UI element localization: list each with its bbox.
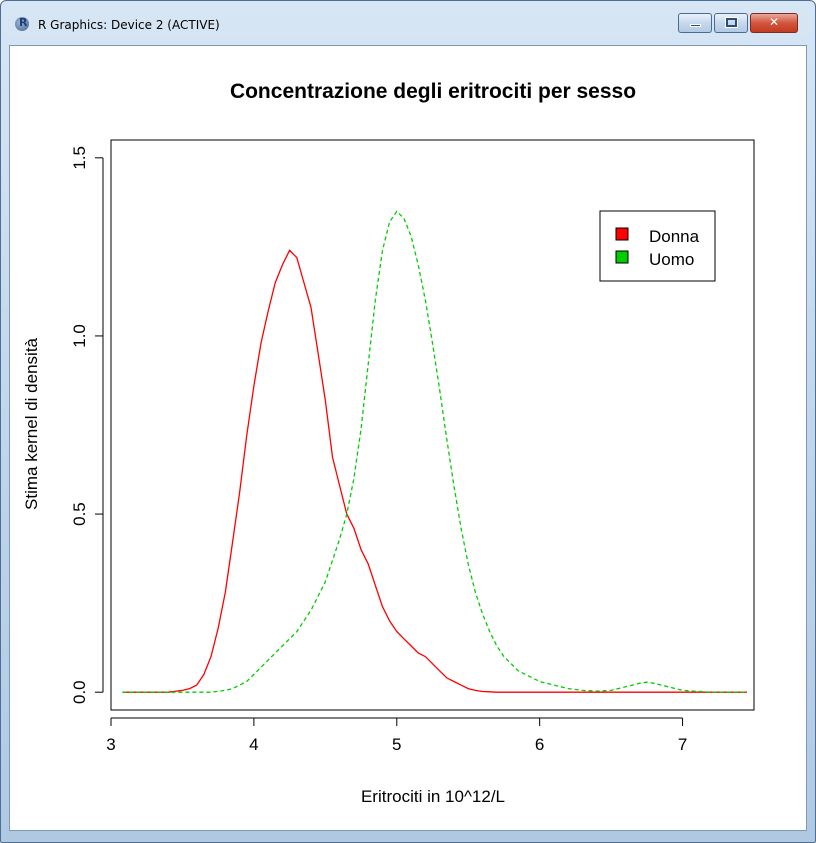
close-icon: ✕: [768, 15, 780, 29]
close-button[interactable]: ✕: [750, 13, 798, 33]
y-axis: 0.0 0.5 1.0 1.5: [70, 146, 104, 704]
legend-box: [599, 210, 716, 282]
legend-swatch-uomo: [615, 250, 629, 264]
y-axis-label: Stima kernel di densità: [22, 337, 41, 510]
maximize-button[interactable]: [714, 13, 748, 33]
series-line-uomo: [122, 210, 747, 693]
y-tick-label: 0.5: [70, 502, 89, 526]
minimize-icon: [690, 24, 701, 27]
plot-frame: [110, 139, 755, 711]
x-axis: 3 4 5 6 7: [106, 717, 687, 754]
x-tick-label: 7: [678, 735, 687, 754]
r-logo-icon: R: [15, 16, 29, 31]
r-logo-letter: R: [19, 16, 28, 29]
plot-area: Concentrazione degli eritrociti per sess…: [9, 45, 807, 831]
legend-label-donna: Donna: [649, 227, 700, 246]
window-title: R Graphics: Device 2 (ACTIVE): [38, 18, 220, 32]
title-bar[interactable]: R R Graphics: Device 2 (ACTIVE) ✕: [1, 1, 815, 45]
maximize-icon: [725, 17, 738, 28]
x-tick-label: 3: [106, 735, 115, 754]
x-tick-label: 4: [249, 735, 258, 754]
legend-label-uomo: Uomo: [649, 250, 694, 269]
x-tick-label: 6: [535, 735, 544, 754]
x-axis-label: Eritrociti in 10^12/L: [361, 787, 505, 806]
y-tick-label: 0.0: [70, 680, 89, 704]
minimize-button[interactable]: [678, 13, 712, 33]
y-tick-label: 1.5: [70, 146, 89, 170]
legend: Donna Uomo: [599, 210, 716, 282]
series-layer: [122, 210, 747, 693]
series-line-donna: [122, 249, 747, 693]
chart-title: Concentrazione degli eritrociti per sess…: [230, 80, 636, 103]
x-tick-label: 5: [392, 735, 401, 754]
density-chart: Concentrazione degli eritrociti per sess…: [22, 80, 755, 806]
y-tick-label: 1.0: [70, 324, 89, 348]
legend-swatch-donna: [615, 227, 629, 241]
